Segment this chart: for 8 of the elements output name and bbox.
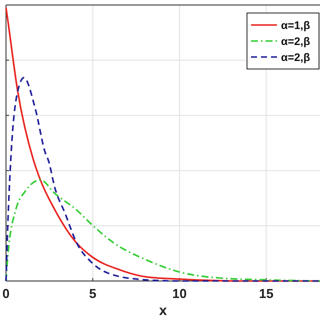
x-tick-label: 15 <box>258 286 274 301</box>
legend-label: α=2,β <box>281 36 310 48</box>
x-tick-label: 5 <box>89 286 96 301</box>
x-tick-label: 10 <box>172 286 187 301</box>
x-tick-label: 0 <box>2 286 10 301</box>
x-axis-title: x <box>159 302 168 318</box>
legend-label: α=1,β <box>281 20 310 32</box>
legend-label: α=2,β <box>281 52 310 64</box>
